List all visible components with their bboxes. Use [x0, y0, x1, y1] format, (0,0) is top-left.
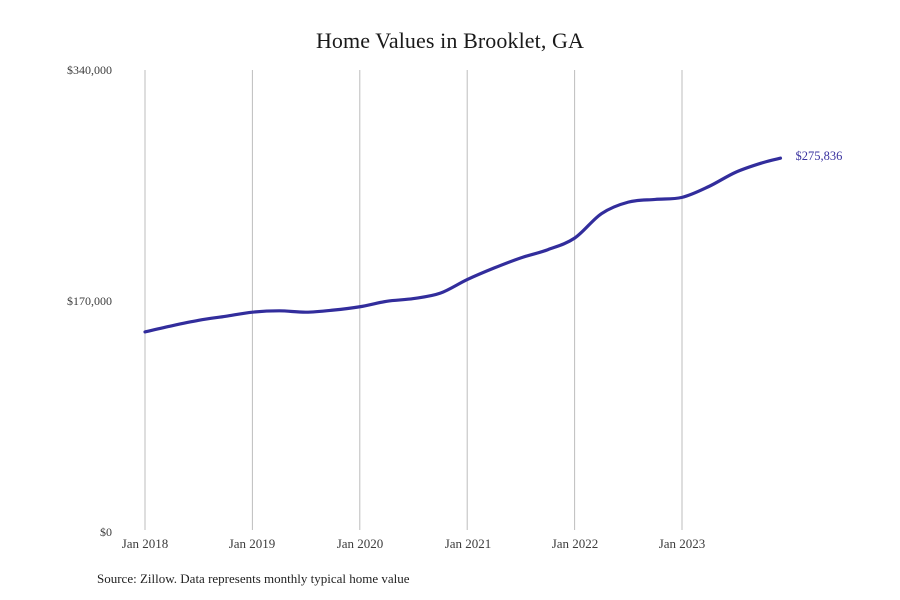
- y-tick-label-340000: $340,000: [67, 63, 112, 77]
- gridlines: [144, 70, 683, 530]
- x-tick-label-jan-2022: Jan 2022: [551, 536, 599, 551]
- x-tick-label-jan-2023: Jan 2023: [658, 536, 706, 551]
- end-value-annotation: $275,836: [795, 149, 843, 164]
- x-tick-label-jan-2019: Jan 2019: [228, 536, 276, 551]
- page-title: Home Values in Brooklet, GA: [315, 28, 585, 53]
- x-tick-label-jan-2021: Jan 2021: [444, 536, 492, 551]
- x-tick-label-jan-2020: Jan 2020: [336, 536, 384, 551]
- y-tick-label-170000: $170,000: [67, 294, 112, 308]
- x-tick-label-jan-2018: Jan 2018: [121, 536, 169, 551]
- y-tick-label-0: $0: [100, 525, 112, 539]
- source-note: Source: Zillow. Data represents monthly …: [97, 571, 410, 586]
- series-line-typical-home-value: [143, 156, 783, 334]
